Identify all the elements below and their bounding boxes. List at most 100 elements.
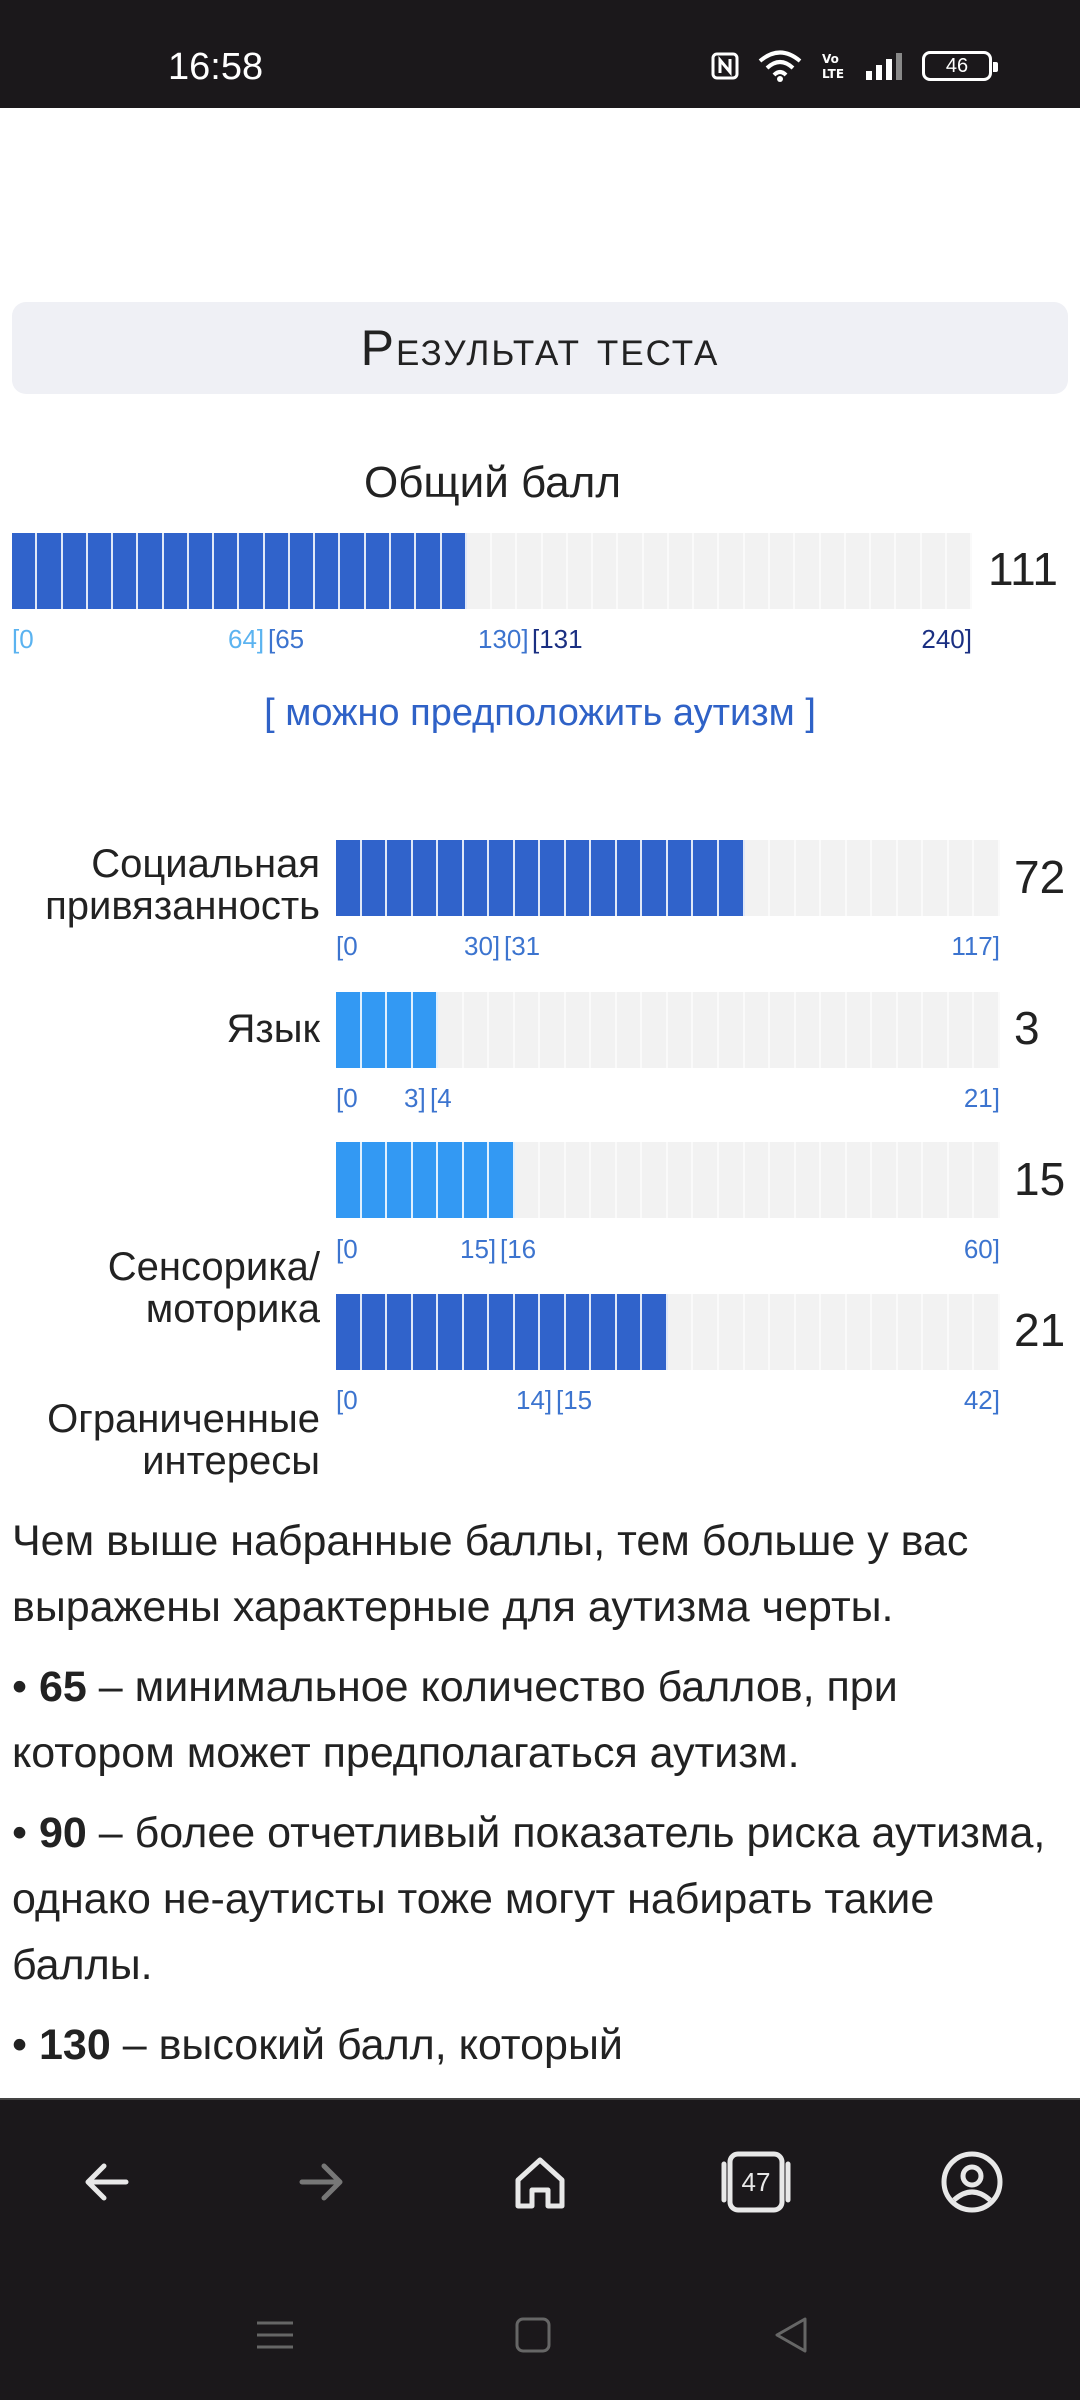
bar-segment-empty [949, 840, 975, 916]
scale-label: 21] [963, 1083, 1000, 1113]
bar-segment-filled [336, 992, 362, 1068]
scale-label: [0 [336, 1385, 358, 1415]
bar-segment-empty [974, 992, 1000, 1068]
back-button[interactable] [66, 2142, 146, 2222]
page-content: Результат теста Общий балл 111 [0 64] [6… [0, 108, 1080, 2098]
bar-segment-empty [821, 992, 847, 1068]
bar-segment-empty [566, 992, 592, 1068]
bar-segment-filled [565, 840, 592, 916]
bar-segment-filled [438, 1294, 464, 1370]
threshold-number: 90 [39, 1809, 87, 1857]
bar-segment-empty [467, 533, 493, 609]
scale-label: [16 [500, 1234, 537, 1264]
subscale-label-line: Язык [226, 1007, 320, 1051]
bar-segment-empty [694, 533, 720, 609]
bar-segment-empty [464, 992, 490, 1068]
explanation-intro: Чем выше набранные баллы, тем больше у в… [12, 1517, 969, 1631]
bar-segment-filled [138, 533, 164, 609]
signal-icon [864, 51, 904, 81]
explanation-point-65: • 65 – минимальное количество баллов, пр… [12, 1663, 898, 1777]
bar-segment-empty [796, 992, 822, 1068]
bar-segment-filled [489, 1294, 515, 1370]
scale-label: [0 [336, 931, 358, 961]
bar-segment-empty [796, 840, 822, 916]
bar-segment-filled [591, 1294, 617, 1370]
bar-segment-filled [289, 533, 316, 609]
scale-label: [15 [556, 1385, 593, 1415]
subscale-label-line: Сенсорика/ [107, 1245, 320, 1289]
home-system-button[interactable] [508, 2310, 558, 2360]
bar-segment-empty [922, 533, 947, 609]
bar-segment-empty [489, 992, 515, 1068]
bar-segment-filled [37, 533, 63, 609]
bar-segment-empty [668, 1294, 694, 1370]
scale-label: 130] [478, 624, 529, 654]
scale-label: 64] [228, 624, 265, 654]
square-icon [515, 2317, 551, 2353]
bar-segment-filled [693, 840, 719, 916]
status-time: 16:58 [168, 46, 264, 88]
back-system-button[interactable] [766, 2310, 816, 2360]
bar-segment-filled [463, 840, 490, 916]
bar-segment-filled [540, 1294, 566, 1370]
battery-icon: 46 [922, 51, 998, 81]
bar-segment-filled [390, 533, 417, 609]
subscale-label-line: моторика [145, 1287, 320, 1331]
subscale-scale-social: [0 30] [31 117] [336, 931, 1000, 965]
bar-segment-empty [898, 992, 924, 1068]
bar-segment-empty [821, 1294, 847, 1370]
subscale-bar-language [336, 992, 1000, 1068]
bar-segment-empty [821, 1142, 847, 1218]
bar-segment-empty [821, 533, 846, 609]
menu-system-button[interactable] [250, 2310, 300, 2360]
account-button[interactable] [932, 2142, 1012, 2222]
bar-segment-filled [412, 1294, 439, 1370]
subscale-bar-sensory [336, 1142, 1000, 1218]
bar-segment-empty [974, 1294, 1000, 1370]
bar-segment-empty [438, 992, 464, 1068]
bar-segment-filled [361, 840, 388, 916]
bar-segment-empty [898, 840, 924, 916]
bar-segment-empty [669, 533, 695, 609]
threshold-text: – высокий балл, который [110, 2021, 623, 2069]
forward-button[interactable] [282, 2142, 362, 2222]
triangle-back-icon [775, 2317, 807, 2353]
total-score-value: 111 [988, 543, 1058, 595]
bar-segment-filled [315, 533, 341, 609]
bar-segment-empty [745, 533, 770, 609]
bar-segment-empty [821, 840, 847, 916]
bar-segment-empty [923, 1142, 949, 1218]
bar-segment-filled [416, 533, 442, 609]
tabs-button[interactable]: 47 [716, 2142, 796, 2222]
scale-label: 14] [516, 1385, 553, 1415]
bar-segment-filled [667, 840, 694, 916]
scale-label: [31 [504, 931, 541, 961]
bar-segment-filled [412, 992, 439, 1068]
bar-segment-empty [847, 1294, 873, 1370]
bar-segment-empty [719, 992, 745, 1068]
subscale-score-sensory: 15 [1014, 1153, 1066, 1205]
bar-segment-empty [847, 992, 873, 1068]
bar-segment-empty [693, 992, 719, 1068]
bar-segment-empty [898, 1142, 924, 1218]
bar-segment-empty [923, 992, 949, 1068]
bar-segment-empty [896, 533, 922, 609]
bar-segment-empty [923, 1294, 949, 1370]
bar-segment-filled [642, 840, 668, 916]
total-score-label: Общий балл [363, 458, 622, 507]
bar-segment-empty [949, 1294, 975, 1370]
bar-segment-empty [668, 992, 694, 1068]
bar-segment-empty [974, 1142, 1000, 1218]
bar-segment-empty [846, 533, 872, 609]
bar-segment-filled [387, 992, 413, 1068]
bar-segment-filled [163, 533, 189, 609]
subscale-label-line: интересы [142, 1439, 320, 1483]
bar-segment-filled [62, 533, 88, 609]
bar-segment-filled [642, 1294, 668, 1370]
bar-segment-filled [387, 840, 413, 916]
home-button[interactable] [500, 2142, 580, 2222]
bar-segment-empty [593, 533, 619, 609]
scale-label: [65 [268, 624, 305, 654]
bar-segment-empty [617, 1142, 643, 1218]
result-conclusion: [ можно предположить аутизм ] [264, 692, 816, 734]
